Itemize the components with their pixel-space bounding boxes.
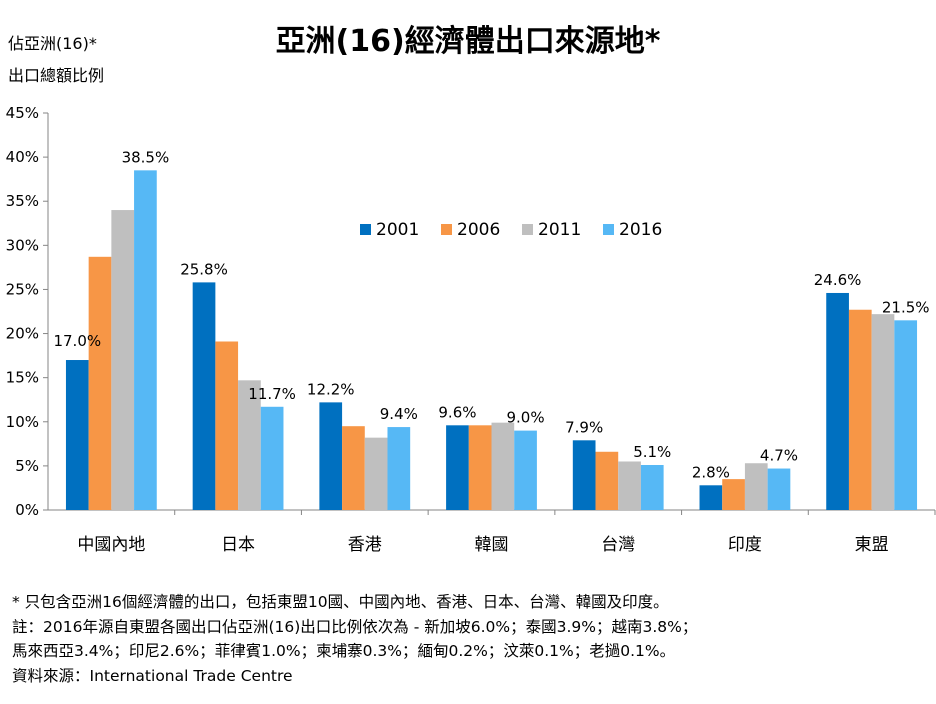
x-category-label: 台灣: [601, 535, 635, 555]
data-label: 5.1%: [633, 443, 671, 461]
bar-2006: [215, 341, 239, 510]
bar-chart: 0% 5% 10% 15% 20% 25% 30% 35% 40% 45% 中國內地 日本 香港 韓國 台灣…: [6, 104, 936, 555]
y-tick-label: 35%: [6, 192, 39, 210]
bar-2011: [618, 461, 641, 510]
data-label: 2.8%: [692, 463, 730, 481]
legend-swatch-2001: [360, 224, 371, 235]
y-tick-label: 30%: [6, 236, 39, 254]
bar-2001: [826, 292, 849, 510]
legend-label-2016: 2016: [619, 220, 662, 240]
bar-2016: [640, 465, 664, 510]
data-label: 17.0%: [53, 332, 101, 350]
bar-2006: [848, 309, 872, 510]
bar-2011: [238, 380, 261, 510]
bar-2006: [722, 479, 745, 510]
bar-2016: [387, 427, 411, 510]
bar-2011: [871, 314, 895, 510]
data-label: 9.6%: [438, 403, 476, 421]
bar-2011: [364, 437, 388, 510]
x-category-label: 印度: [728, 535, 762, 555]
data-label: 11.7%: [248, 385, 296, 403]
footnote-asean-breakdown: 註：2016年源自東盟各國出口佔亞洲(16)出口比例依次為 - 新加坡6.0%；…: [12, 617, 698, 636]
y-tick-label: 20%: [6, 325, 39, 343]
legend-label-2001: 2001: [376, 220, 419, 240]
data-label: 21.5%: [882, 298, 930, 316]
footnote-source: 資料來源：International Trade Centre: [12, 666, 293, 685]
x-category-label: 東盟: [855, 535, 889, 555]
bar-2016: [134, 170, 157, 510]
legend-swatch-2006: [441, 224, 452, 235]
bar-2001: [699, 485, 723, 510]
footnote-scope: * 只包含亞洲16個經濟體的出口，包括東盟10國、中國內地、香港、日本、台灣、韓…: [12, 593, 669, 611]
y-axis-label-line1: 佔亞洲(16)*: [8, 34, 97, 53]
bar-2001: [192, 282, 216, 510]
x-category-label: 香港: [348, 535, 382, 555]
x-category-label: 韓國: [475, 535, 509, 555]
bar-2016: [894, 320, 918, 510]
y-axis-label-line2: 出口總額比例: [8, 66, 105, 85]
data-label: 12.2%: [307, 380, 355, 398]
y-tick-label: 25%: [6, 280, 39, 298]
bar-2001: [319, 402, 343, 510]
y-tick-label: 45%: [6, 104, 39, 122]
bar-2006: [88, 256, 112, 510]
footnotes: * 只包含亞洲16個經濟體的出口，包括東盟10國、中國內地、香港、日本、台灣、韓…: [12, 590, 927, 688]
legend-label-2011: 2011: [538, 220, 581, 240]
data-label: 25.8%: [180, 260, 228, 278]
y-tick-label: 10%: [6, 413, 39, 431]
bar-2016: [514, 430, 537, 510]
footnote-asean-breakdown-cont: 馬來西亞3.4%；印尼2.6%；菲律賓1.0%；柬埔寨0.3%；緬甸0.2%；汶…: [12, 642, 676, 660]
bar-2001: [446, 425, 469, 510]
bar-2011: [491, 422, 515, 510]
bar-2001: [65, 360, 89, 510]
data-label: 9.0%: [506, 409, 544, 427]
y-tick-label: 15%: [6, 369, 39, 387]
data-label: 38.5%: [122, 148, 170, 166]
data-label: 4.7%: [760, 447, 798, 465]
legend-swatch-2016: [603, 224, 614, 235]
bar-2011: [744, 463, 768, 510]
x-category-label: 日本: [221, 535, 255, 555]
y-tick-label: 0%: [15, 501, 39, 519]
legend-label-2006: 2006: [457, 220, 500, 240]
bar-2011: [111, 210, 135, 511]
legend-swatch-2011: [522, 224, 533, 235]
bar-2016: [260, 406, 284, 510]
y-tick-label: 5%: [15, 457, 39, 475]
bar-2006: [468, 425, 492, 510]
data-label: 24.6%: [814, 271, 862, 289]
data-label: 9.4%: [380, 405, 418, 423]
chart-title: 亞洲(16)經濟體出口來源地*: [275, 24, 661, 59]
data-label: 7.9%: [565, 418, 603, 436]
bar-2001: [572, 440, 596, 510]
bar-2006: [595, 451, 619, 510]
x-category-label: 中國內地: [77, 535, 145, 555]
bar-2006: [342, 426, 365, 510]
y-tick-label: 40%: [6, 148, 39, 166]
bar-2016: [767, 468, 791, 510]
